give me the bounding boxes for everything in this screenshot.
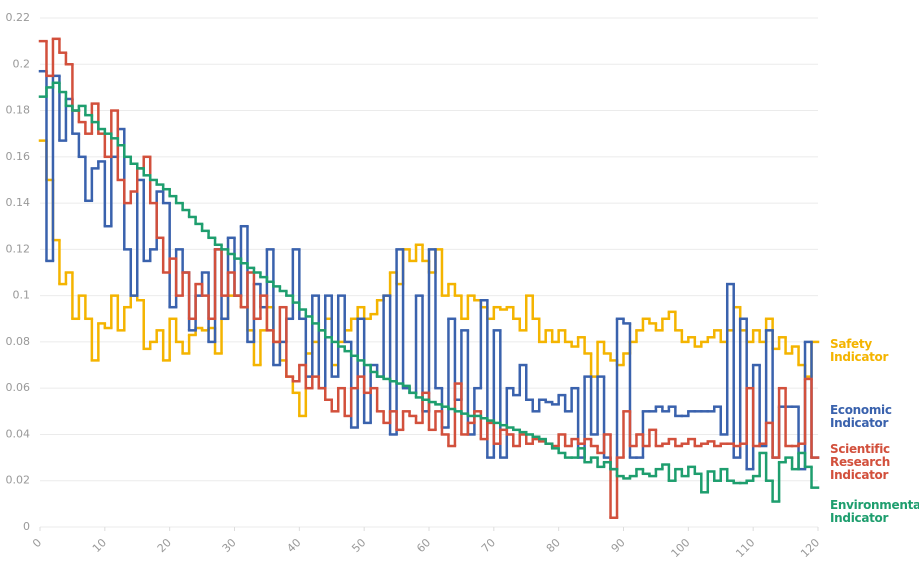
x-tick-label: 10 bbox=[90, 536, 109, 555]
x-tick-label: 90 bbox=[609, 536, 628, 555]
y-tick-label: 0.1 bbox=[13, 289, 31, 302]
x-tick-label: 40 bbox=[284, 536, 303, 555]
x-tick-label: 30 bbox=[220, 536, 239, 555]
x-tick-label: 120 bbox=[798, 536, 822, 560]
x-tick-label: 50 bbox=[349, 536, 368, 555]
y-tick-label: 0.14 bbox=[6, 196, 31, 209]
y-tick-label: 0.12 bbox=[6, 242, 31, 255]
series-label: Economic Indicator bbox=[830, 403, 892, 430]
y-tick-label: 0.04 bbox=[6, 427, 31, 440]
y-tick-label: 0.2 bbox=[13, 57, 31, 70]
x-tick-label: 80 bbox=[544, 536, 563, 555]
y-tick-label: 0.06 bbox=[6, 381, 31, 394]
series-label: Environmental Indicator bbox=[830, 498, 919, 525]
x-tick-label: 0 bbox=[30, 536, 44, 550]
x-tick-label: 110 bbox=[733, 536, 757, 560]
y-tick-label: 0.02 bbox=[6, 474, 31, 487]
y-tick-label: 0.18 bbox=[6, 104, 31, 117]
x-tick-label: 20 bbox=[155, 536, 174, 555]
y-tick-label: 0.16 bbox=[6, 150, 31, 163]
x-tick-label: 60 bbox=[414, 536, 433, 555]
y-tick-label: 0 bbox=[23, 520, 30, 533]
x-tick-label: 100 bbox=[669, 536, 693, 560]
y-tick-label: 0.08 bbox=[6, 335, 31, 348]
y-tick-label: 0.22 bbox=[6, 11, 31, 24]
series-label: Scientific Research Indicator bbox=[830, 442, 890, 482]
series-label: Safety Indicator bbox=[830, 337, 889, 364]
x-tick-label: 70 bbox=[479, 536, 498, 555]
